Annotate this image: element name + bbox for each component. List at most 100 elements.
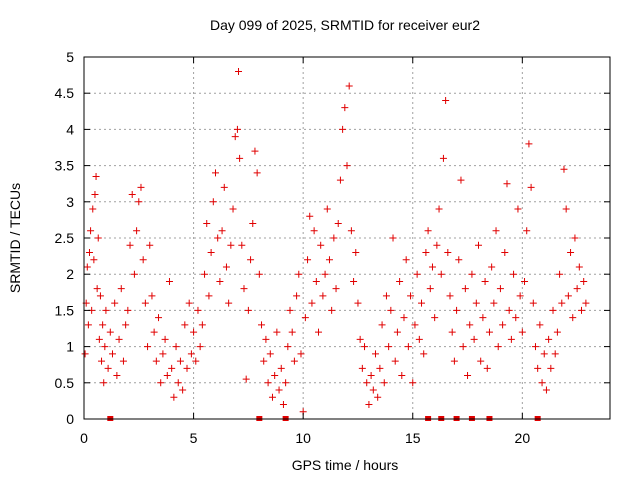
data-point	[295, 270, 303, 278]
data-point	[113, 372, 121, 380]
data-point	[396, 277, 404, 285]
data-point	[93, 285, 101, 293]
data-point	[527, 183, 535, 191]
data-point	[448, 328, 456, 336]
y-tick-label: 2.5	[55, 230, 75, 246]
data-point	[85, 248, 93, 256]
data-point	[100, 379, 108, 387]
data-point	[264, 379, 272, 387]
data-point	[545, 335, 553, 343]
data-point	[290, 357, 298, 365]
data-point	[96, 292, 104, 300]
data-point	[108, 350, 116, 358]
data-point	[187, 350, 195, 358]
data-point	[293, 292, 301, 300]
data-point	[179, 386, 187, 394]
data-point	[141, 299, 149, 307]
data-point	[325, 256, 333, 264]
data-point	[321, 270, 329, 278]
data-point	[119, 357, 127, 365]
data-point	[468, 270, 476, 278]
data-point	[170, 393, 178, 401]
data-point	[439, 154, 447, 162]
data-point	[564, 292, 572, 300]
data-point	[450, 357, 458, 365]
data-point	[209, 198, 217, 206]
data-point	[205, 292, 213, 300]
data-point	[549, 306, 557, 314]
data-point	[111, 299, 119, 307]
data-point	[304, 256, 312, 264]
data-point	[529, 299, 537, 307]
data-point	[251, 147, 259, 155]
data-point	[183, 364, 191, 372]
chart-title: Day 099 of 2025, SRMTID for receiver eur…	[209, 17, 480, 33]
data-point	[220, 183, 228, 191]
data-point	[218, 227, 226, 235]
data-point	[387, 306, 395, 314]
data-point	[279, 401, 287, 409]
data-point	[133, 227, 141, 235]
data-point	[352, 248, 360, 256]
data-point	[562, 205, 570, 213]
data-point	[428, 263, 436, 271]
data-point	[83, 263, 91, 271]
data-point	[90, 256, 98, 264]
data-point	[361, 343, 369, 351]
data-point	[404, 343, 412, 351]
data-point	[569, 314, 577, 322]
data-point	[146, 241, 154, 249]
data-point	[380, 379, 388, 387]
data-point	[494, 343, 502, 351]
data-point	[418, 299, 426, 307]
data-point	[235, 67, 243, 75]
data-point	[385, 343, 393, 351]
data-point	[334, 220, 342, 228]
data-point	[266, 350, 274, 358]
data-point	[216, 277, 224, 285]
data-point	[315, 328, 323, 336]
data-point	[453, 306, 461, 314]
data-point	[503, 180, 511, 188]
data-point	[382, 292, 390, 300]
x-axis-label: GPS time / hours	[291, 457, 399, 473]
data-point	[157, 379, 165, 387]
data-point	[542, 386, 550, 394]
data-point	[499, 321, 507, 329]
data-point	[547, 364, 555, 372]
data-point	[457, 176, 465, 184]
data-point	[282, 379, 290, 387]
data-point	[94, 234, 102, 242]
data-point	[137, 183, 145, 191]
data-point	[150, 328, 158, 336]
data-point	[510, 270, 518, 278]
data-point	[308, 299, 316, 307]
data-point	[319, 292, 327, 300]
data-point	[389, 234, 397, 242]
data-point	[181, 321, 189, 329]
data-point	[367, 372, 375, 380]
data-point	[358, 364, 366, 372]
data-point	[231, 133, 239, 141]
data-point	[139, 256, 147, 264]
data-point	[95, 335, 103, 343]
data-point	[317, 241, 325, 249]
data-point	[347, 227, 355, 235]
data-point	[99, 321, 107, 329]
data-point	[196, 343, 204, 351]
data-point	[174, 379, 182, 387]
data-point	[479, 314, 487, 322]
data-point	[492, 227, 500, 235]
data-point	[455, 256, 463, 264]
data-point	[376, 364, 384, 372]
data-point	[190, 328, 198, 336]
data-point	[343, 162, 351, 170]
data-point	[106, 328, 114, 336]
data-point	[117, 285, 125, 293]
data-point	[240, 285, 248, 293]
data-point	[244, 306, 252, 314]
data-point	[477, 357, 485, 365]
data-point	[297, 350, 305, 358]
data-point	[203, 220, 211, 228]
data-point	[551, 350, 559, 358]
